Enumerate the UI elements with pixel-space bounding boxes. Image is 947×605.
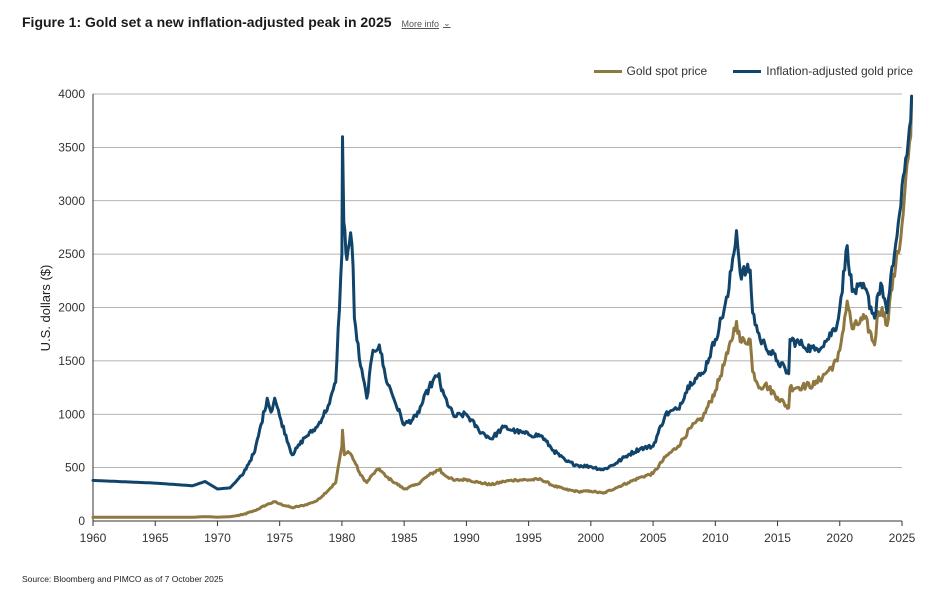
more-info-link[interactable]: More info ⌄	[401, 17, 451, 30]
y-tick-label: 4000	[58, 87, 85, 101]
axes: 0 500 1000 1500 2000 2500 3000 3500 4000 1960 1965…	[58, 87, 915, 545]
y-tick-label: 2000	[58, 301, 85, 315]
x-tick-label: 1970	[204, 531, 231, 545]
y-tick-label: 500	[65, 461, 85, 475]
chart-legend: Gold spot price Inflation-adjusted gold …	[568, 64, 913, 78]
x-tick-label: 2000	[577, 531, 604, 545]
legend-label-inflation-adjusted: Inflation-adjusted gold price	[766, 64, 913, 78]
x-tick-label: 2010	[702, 531, 729, 545]
series-lines	[91, 94, 914, 519]
y-tick-label: 3000	[58, 194, 85, 208]
legend-swatch-gold-spot	[593, 69, 622, 73]
chart-header: Figure 1: Gold set a new inflation-adjus…	[22, 14, 451, 30]
x-tick-label: 1980	[329, 531, 356, 545]
y-tick-label: 3500	[58, 140, 85, 154]
series-inflation-adjusted-line	[91, 94, 914, 491]
y-tick-label: 1000	[58, 407, 85, 421]
source-note: Source: Bloomberg and PIMCO as of 7 Octo…	[22, 574, 224, 584]
chevron-down-icon: ⌄	[443, 17, 451, 28]
legend-item-inflation-adjusted[interactable]: Inflation-adjusted gold price	[733, 64, 913, 78]
x-tick-label: 2005	[640, 531, 667, 545]
x-tick-label: 2015	[764, 531, 791, 545]
legend-swatch-inflation-adjusted	[733, 69, 762, 73]
y-tick-label: 1500	[58, 354, 85, 368]
x-tick-label: 1960	[80, 531, 107, 545]
y-tick-label: 2500	[58, 247, 85, 261]
more-info-label: More info	[401, 19, 440, 29]
legend-label-gold-spot: Gold spot price	[626, 64, 708, 78]
x-tick-label: 2025	[889, 531, 916, 545]
gridlines	[93, 93, 902, 469]
x-tick-label: 1975	[266, 531, 293, 545]
legend-item-gold-spot[interactable]: Gold spot price	[593, 64, 708, 78]
x-tick-label: 1985	[391, 531, 418, 545]
x-tick-label: 2020	[826, 531, 853, 545]
x-tick-label: 1990	[453, 531, 480, 545]
series-gold-spot-line	[91, 97, 914, 519]
y-tick-label: 0	[78, 514, 85, 528]
x-tick-label: 1995	[515, 531, 542, 545]
chart-title: Figure 1: Gold set a new inflation-adjus…	[22, 14, 392, 30]
y-axis-label: U.S. dollars ($)	[38, 265, 53, 352]
x-tick-label: 1965	[142, 531, 169, 545]
